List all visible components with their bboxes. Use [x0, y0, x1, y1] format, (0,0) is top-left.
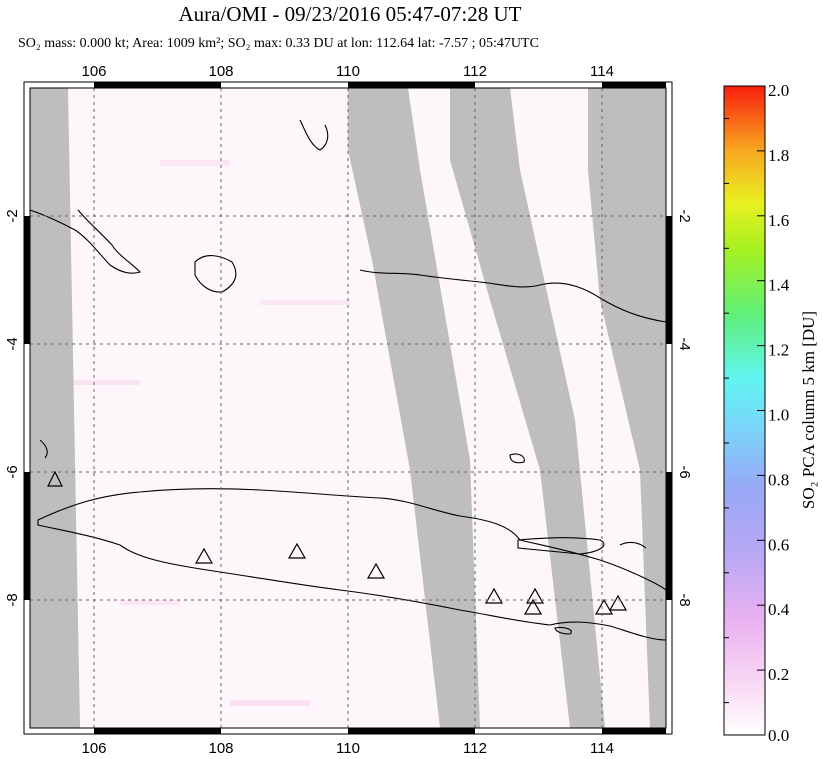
lat-tick-label: -6 [676, 465, 693, 478]
lat-tick-label: -8 [676, 593, 693, 606]
lon-tick-label: 110 [336, 63, 360, 80]
so2-streak [160, 160, 230, 166]
volcano-marker [287, 542, 307, 559]
volcano-marker [523, 598, 543, 615]
volcano-marker [47, 470, 63, 487]
no-data-swaths [30, 88, 666, 728]
colorbar-tick-label: 0.6 [768, 535, 789, 554]
volcano-marker [194, 547, 214, 564]
lon-tick-label: 110 [336, 740, 360, 757]
borneo-outline [359, 269, 666, 323]
map-title: Aura/OMI - 09/23/2016 05:47-07:28 UT [178, 2, 522, 26]
colorbar-ticks [724, 85, 765, 704]
belitung-outline [194, 255, 237, 293]
lon-tick-label: 112 [463, 63, 487, 80]
volcano-marker [484, 587, 504, 604]
no-data-swath-east [450, 88, 605, 728]
colorbar-tick-label: 0.8 [768, 470, 789, 489]
lon-tick-label: 106 [81, 740, 106, 757]
lat-ticks-left: -2 -4 -6 -8 [4, 209, 21, 606]
so2-streak [260, 300, 350, 305]
colorbar-tick-label: 1.8 [768, 146, 789, 165]
lat-ticks-right: -2 -4 -6 -8 [676, 209, 693, 606]
lon-tick-label: 108 [208, 740, 233, 757]
colorbar-tick-label: 2.0 [768, 81, 789, 100]
map-gridlines [30, 88, 666, 728]
islet-outline [619, 541, 647, 549]
lat-tick-label: -2 [4, 209, 21, 222]
colorbar-tick-label: 1.6 [768, 211, 789, 230]
lon-ticks-bottom: 106 108 110 112 114 [81, 740, 613, 757]
colorbar-tick-label: 1.0 [768, 406, 789, 425]
colorbar-tick-label: 0.2 [768, 665, 789, 684]
islet-outline [299, 119, 329, 151]
lat-tick-label: -4 [4, 337, 21, 350]
volcano-marker [594, 598, 614, 615]
volcano-markers [47, 470, 628, 615]
colorbar: 2.0 1.8 1.6 1.4 1.2 1.0 0.8 0.6 0.4 0.2 … [723, 81, 818, 745]
lat-tick-label: -8 [4, 593, 21, 606]
colorbar-tick-label: 0.0 [768, 726, 789, 745]
colorbar-tick-label: 1.4 [768, 276, 790, 295]
islet-outline [554, 626, 572, 635]
no-data-swath-central [348, 88, 480, 728]
islet-outline [39, 439, 48, 459]
so2-streak [60, 380, 140, 385]
map-subtitle: SO₂ mass: 0.000 kt; Area: 1009 km²; SO₂ … [18, 36, 539, 51]
coastlines [30, 119, 666, 641]
lat-tick-label: -6 [4, 465, 21, 478]
lon-tick-label: 112 [463, 740, 487, 757]
so2-streak [230, 700, 310, 706]
volcano-marker [366, 562, 386, 579]
lon-tick-label: 106 [81, 63, 106, 80]
volcano-marker [608, 594, 628, 611]
java-outline [37, 488, 666, 641]
lat-tick-label: -4 [676, 337, 693, 350]
sumatra-outline [30, 209, 142, 274]
lon-tick-label: 108 [208, 63, 233, 80]
colorbar-tick-label: 0.4 [768, 600, 790, 619]
madura-outline [517, 537, 605, 555]
colorbar-tick-label: 1.2 [768, 341, 789, 360]
no-data-swath-far-east [588, 88, 666, 728]
colorbar-label: SO₂ PCA column 5 km [DU] [799, 311, 818, 509]
map-panel [30, 88, 666, 728]
so2-streak [120, 600, 180, 605]
islet-outline [509, 453, 525, 464]
colorbar-tick-labels: 2.0 1.8 1.6 1.4 1.2 1.0 0.8 0.6 0.4 0.2 … [768, 81, 790, 745]
map-frame [23, 81, 673, 735]
lon-tick-label: 114 [590, 63, 614, 80]
lat-tick-label: -2 [676, 209, 693, 222]
lon-ticks-top: 106 108 110 112 114 [81, 63, 613, 80]
no-data-swath-west [30, 88, 80, 728]
lon-tick-label: 114 [590, 740, 614, 757]
